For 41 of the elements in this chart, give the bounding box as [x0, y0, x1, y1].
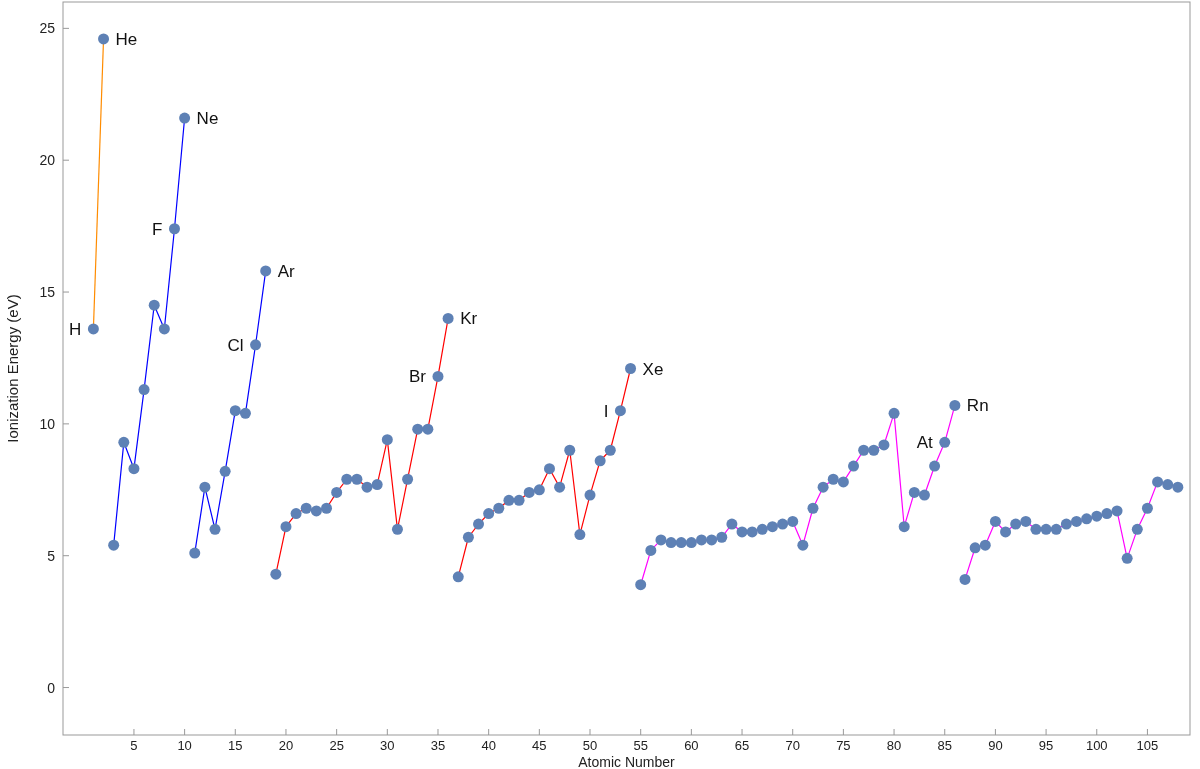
- annotation: Rn: [966, 396, 989, 416]
- x-tick-label: 65: [734, 738, 750, 753]
- x-tick-label: 55: [633, 738, 648, 753]
- x-tick-label: 70: [785, 738, 800, 753]
- annotation: Ne: [196, 109, 219, 129]
- x-tick-label: 30: [380, 738, 395, 753]
- y-axis-title: Ionization Energy (eV): [4, 294, 21, 443]
- annotation: F: [152, 219, 163, 239]
- annotation: Kr: [460, 309, 478, 329]
- x-tick-label: 90: [988, 738, 1003, 753]
- y-tick-label: 20: [39, 152, 56, 169]
- annotation: Xe: [642, 359, 664, 379]
- x-tick-label: 45: [532, 738, 547, 753]
- x-tick-label: 50: [582, 738, 598, 753]
- annotation: He: [115, 29, 138, 49]
- y-tick-label: 10: [39, 415, 56, 432]
- x-tick-label: 75: [836, 738, 851, 753]
- x-tick-label: 35: [430, 738, 446, 753]
- y-tick-label: 5: [47, 547, 56, 564]
- x-tick-label: 60: [684, 738, 699, 753]
- x-tick-label: 10: [177, 738, 192, 753]
- x-tick-label: 5: [130, 738, 138, 753]
- annotation: Cl: [227, 335, 244, 355]
- annotation: I: [603, 401, 609, 421]
- annotation: Br: [408, 367, 427, 387]
- x-tick-label: 20: [278, 738, 294, 753]
- x-tick-label: 85: [937, 738, 952, 753]
- x-tick-label: 105: [1136, 738, 1159, 753]
- x-tick-label: 40: [481, 738, 496, 753]
- annotation: H: [69, 319, 82, 339]
- x-tick-label: 80: [886, 738, 902, 753]
- x-tick-label: 15: [228, 738, 243, 753]
- annotation: At: [916, 433, 934, 453]
- x-tick-label: 95: [1038, 738, 1054, 753]
- x-axis-title: Atomic Number: [578, 754, 676, 769]
- annotation: Ar: [277, 261, 296, 281]
- x-tick-label: 25: [329, 738, 344, 753]
- y-tick-label: 25: [39, 20, 56, 37]
- y-tick-label: 0: [47, 679, 56, 696]
- x-tick-label: 100: [1085, 738, 1108, 753]
- y-tick-label: 15: [39, 284, 56, 301]
